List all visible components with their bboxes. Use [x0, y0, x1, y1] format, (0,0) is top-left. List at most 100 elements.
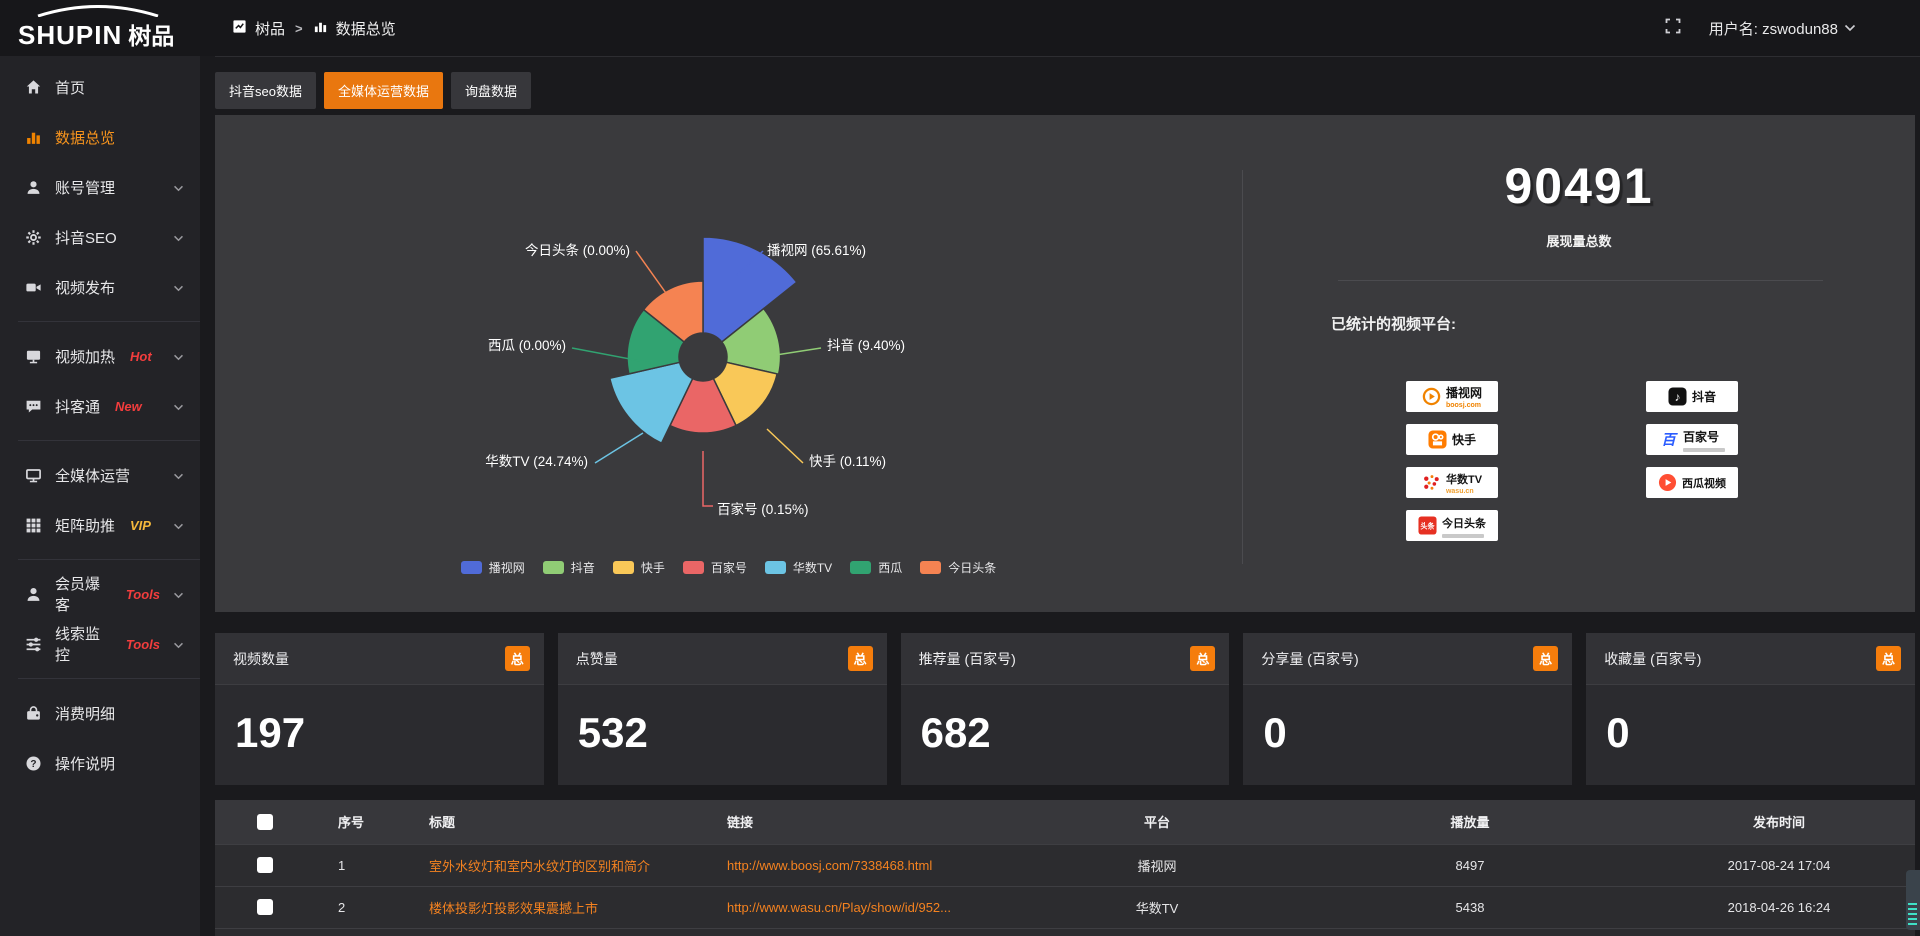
platform-badge-西瓜视频: 西瓜视频 — [1646, 467, 1738, 498]
total-badge: 总 — [504, 646, 530, 671]
sidebar-item-tag: New — [115, 398, 142, 414]
chevron-down-icon — [173, 348, 184, 365]
legend-item-抖音[interactable]: 抖音 — [542, 559, 595, 576]
platform-badge-百家号: 百百家号 — [1646, 424, 1738, 455]
pie-label-line-百家号 — [702, 451, 713, 507]
stat-card-1: 视频数量 总 197 — [215, 633, 544, 785]
cell-platform: 华数TV — [1135, 900, 1179, 916]
table-row-1: 1 室外水纹灯和室内水纹灯的区别和简介 http://www.boosj.com/7… — [215, 844, 1915, 886]
sidebar-item-11[interactable]: 线索监控 Tools — [0, 619, 200, 669]
row-checkbox[interactable] — [256, 899, 273, 916]
stat-card-5: 收藏量 (百家号) 总 0 — [1586, 633, 1915, 785]
platform-badge-sub: wasu.cn — [1445, 488, 1474, 495]
pie-slice-今日头条[interactable] — [642, 280, 704, 344]
breadcrumb-root[interactable]: 树品 — [255, 20, 286, 38]
pie-label-播视网: 播视网 (65.61%) — [767, 243, 866, 258]
sidebar-item-9[interactable]: 矩阵助推 VIP — [0, 500, 200, 550]
sidebar-item-label: 视频发布 — [55, 279, 116, 297]
platform-badge-text: 今日头条 — [1442, 514, 1486, 538]
total-impressions-value: 90491 — [1504, 158, 1654, 214]
legend-item-百家号[interactable]: 百家号 — [682, 559, 747, 576]
chevron-down-icon — [1844, 24, 1856, 32]
sidebar-item-7[interactable]: 抖客通 New — [0, 381, 200, 431]
sidebar-item-4[interactable]: 抖音SEO — [0, 212, 200, 262]
legend-item-华数TV[interactable]: 华数TV — [764, 559, 833, 576]
total-badge: 总 — [1875, 646, 1901, 671]
monitor-icon — [24, 466, 42, 484]
legend-swatch — [612, 561, 634, 574]
pie-label-百家号: 百家号 (0.15%) — [717, 501, 809, 517]
sidebar: 首页 数据总览 账号管理 抖音SEO 视频发布 视频加热 Hot 抖客通 New 全媒体运营 矩阵助… — [0, 56, 200, 936]
pie-slice-抖音[interactable] — [720, 307, 782, 376]
platform-badge-text: 播视网 boosj.com — [1446, 384, 1482, 409]
svg-text:百: 百 — [1661, 433, 1678, 449]
sidebar-item-label: 矩阵助推 — [55, 517, 116, 535]
sidebar-item-2[interactable]: 数据总览 — [0, 112, 200, 162]
gear-icon — [24, 228, 42, 246]
legend-item-今日头条[interactable]: 今日头条 — [920, 559, 996, 576]
logo: SHUPIN 树品 — [0, 5, 200, 51]
total-badge: 总 — [847, 646, 873, 671]
legend-item-快手[interactable]: 快手 — [612, 559, 665, 576]
question-icon: ? — [24, 754, 42, 772]
legend-label: 播视网 — [488, 561, 525, 575]
username-dropdown[interactable]: 用户名: zswodun88 — [1709, 18, 1856, 39]
logo-text-cn: 树品 — [128, 23, 175, 49]
cell-time: 2018-04-26 16:24 — [1727, 899, 1831, 915]
kuaishou-logo-icon — [1428, 430, 1447, 449]
xigua-logo-icon — [1658, 473, 1677, 492]
header-divider — [215, 56, 1920, 57]
row-checkbox[interactable] — [256, 857, 273, 874]
legend-item-播视网[interactable]: 播视网 — [460, 559, 525, 576]
logo-text-en: SHUPIN — [18, 20, 123, 50]
sliders-icon — [24, 635, 42, 653]
header-checkbox[interactable] — [256, 814, 273, 831]
baijia-logo-icon: 百 — [1659, 430, 1678, 449]
stat-card-label: 分享量 (百家号) — [1261, 650, 1359, 667]
platform-badge-华数TV: 华数TV wasu.cn — [1406, 467, 1498, 498]
floating-scrollbar[interactable] — [1906, 870, 1920, 930]
sidebar-item-label: 操作说明 — [55, 755, 116, 773]
sidebar-item-1[interactable]: 首页 — [0, 62, 200, 112]
cell-title[interactable]: 楼体投影灯投影效果震撼上市 — [429, 900, 599, 916]
svg-text:♪: ♪ — [1675, 390, 1681, 404]
pie-slice-播视网[interactable] — [702, 236, 798, 344]
sidebar-item-label: 首页 — [55, 79, 86, 97]
cell-plays: 5438 — [1455, 899, 1485, 915]
cell-link[interactable]: http://www.boosj.com/7338468.html — [727, 857, 933, 873]
toutiao-logo-icon: 头条 — [1418, 516, 1437, 535]
platform-badge-text: 百家号 — [1683, 428, 1725, 452]
home-icon — [24, 78, 42, 96]
chat-icon — [24, 397, 42, 415]
breadcrumb-root-icon — [232, 19, 247, 38]
pie-slice-华数TV[interactable] — [608, 361, 694, 445]
cell-link[interactable]: http://www.wasu.cn/Play/show/id/952... — [727, 899, 951, 915]
summary-panel: 90491 展现量总数 已统计的视频平台: 播视网 boosj.com 快手 华数TV… — [1243, 115, 1915, 612]
tab-1[interactable]: 抖音seo数据 — [215, 72, 316, 109]
sidebar-item-label: 会员爆客 — [55, 576, 101, 614]
panel-divider — [1242, 170, 1243, 564]
sidebar-item-10[interactable]: 会员爆客 Tools — [0, 569, 200, 619]
breadcrumb: 树品 > 数据总览 — [232, 18, 396, 39]
row-checkbox-cell — [215, 844, 314, 886]
platform-badge-text: 抖音 — [1692, 388, 1716, 406]
tab-2[interactable]: 全媒体运营数据 — [323, 72, 443, 109]
sidebar-item-6[interactable]: 视频加热 Hot — [0, 331, 200, 381]
sidebar-item-12[interactable]: 消费明细 — [0, 688, 200, 738]
sidebar-item-13[interactable]: ? 操作说明 — [0, 738, 200, 788]
cell-empty — [1297, 928, 1643, 936]
cell-empty — [418, 928, 715, 936]
platform-badge-今日头条: 头条 今日头条 — [1406, 510, 1498, 541]
stat-card-value: 682 — [920, 709, 991, 756]
sidebar-item-8[interactable]: 全媒体运营 — [0, 450, 200, 500]
legend-swatch — [764, 561, 786, 574]
cell-title[interactable]: 室外水纹灯和室内水纹灯的区别和简介 — [429, 858, 651, 874]
legend-item-西瓜[interactable]: 西瓜 — [850, 559, 902, 576]
breadcrumb-separator: > — [295, 20, 303, 36]
tab-3[interactable]: 询盘数据 — [450, 72, 531, 109]
sidebar-item-5[interactable]: 视频发布 — [0, 262, 200, 312]
fullscreen-icon[interactable] — [1665, 18, 1681, 38]
sidebar-item-3[interactable]: 账号管理 — [0, 162, 200, 212]
cell-empty — [1017, 928, 1297, 936]
legend-label: 华数TV — [792, 561, 833, 575]
